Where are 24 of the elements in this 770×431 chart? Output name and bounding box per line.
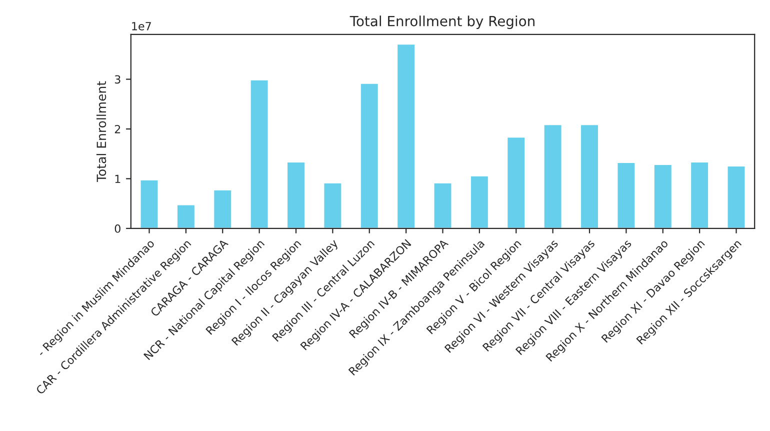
bar xyxy=(286,161,306,228)
bar xyxy=(542,124,563,228)
chart-title: Total Enrollment by Region xyxy=(350,16,534,30)
bar xyxy=(396,43,416,228)
y-tick-label: 1 xyxy=(115,174,120,183)
bar xyxy=(139,179,160,228)
bar xyxy=(249,79,270,228)
bar xyxy=(176,204,196,228)
y-axis-title: Total Enrollment xyxy=(96,81,106,182)
y-tick-label: 2 xyxy=(114,124,120,134)
bar xyxy=(322,182,343,228)
bar xyxy=(360,82,380,228)
y-tick-label: 0 xyxy=(114,224,120,233)
bar xyxy=(470,175,490,228)
bar xyxy=(506,136,526,228)
text: 1e7 xyxy=(132,22,151,30)
bar xyxy=(212,188,232,228)
y-tick-label: 3 xyxy=(114,75,120,84)
bar xyxy=(726,165,746,228)
bar xyxy=(616,162,636,228)
bar xyxy=(432,182,453,228)
bar xyxy=(580,124,600,228)
bar xyxy=(690,161,710,228)
bar xyxy=(653,164,673,228)
